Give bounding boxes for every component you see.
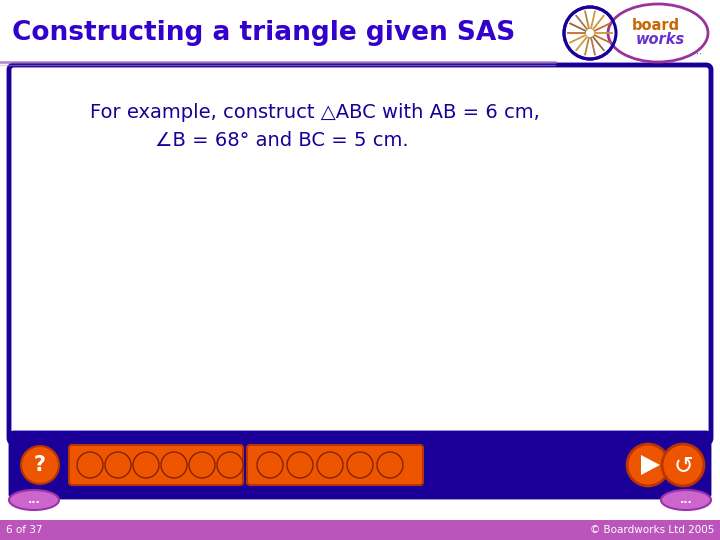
Text: ↺: ↺ (673, 454, 693, 478)
Circle shape (662, 444, 704, 486)
Text: board: board (632, 17, 680, 32)
Circle shape (77, 452, 103, 478)
FancyBboxPatch shape (11, 433, 709, 497)
Circle shape (21, 446, 59, 484)
Circle shape (287, 452, 313, 478)
Circle shape (347, 452, 373, 478)
FancyBboxPatch shape (247, 445, 423, 485)
Ellipse shape (661, 490, 711, 510)
FancyBboxPatch shape (69, 445, 243, 485)
Text: © Boardworks Ltd 2005: © Boardworks Ltd 2005 (590, 525, 714, 535)
Text: works: works (635, 32, 685, 48)
Text: ∠B = 68° and BC = 5 cm.: ∠B = 68° and BC = 5 cm. (155, 131, 409, 150)
Circle shape (161, 452, 187, 478)
Text: ...: ... (693, 46, 703, 56)
Circle shape (133, 452, 159, 478)
Bar (14, 436, 706, 494)
Text: ?: ? (34, 455, 46, 475)
Ellipse shape (608, 4, 708, 62)
Circle shape (217, 452, 243, 478)
Bar (0, 520, 720, 540)
Circle shape (257, 452, 283, 478)
Text: 6 of 37: 6 of 37 (6, 525, 42, 535)
Circle shape (189, 452, 215, 478)
Text: ...: ... (680, 495, 693, 505)
Circle shape (564, 7, 616, 59)
Ellipse shape (9, 490, 59, 510)
Circle shape (317, 452, 343, 478)
Circle shape (377, 452, 403, 478)
Text: For example, construct △ABC with AB = 6 cm,: For example, construct △ABC with AB = 6 … (90, 103, 540, 122)
Text: Constructing a triangle given SAS: Constructing a triangle given SAS (12, 20, 516, 46)
Circle shape (105, 452, 131, 478)
Circle shape (627, 444, 669, 486)
Text: ...: ... (27, 495, 40, 505)
Polygon shape (641, 455, 660, 475)
FancyBboxPatch shape (9, 65, 711, 443)
